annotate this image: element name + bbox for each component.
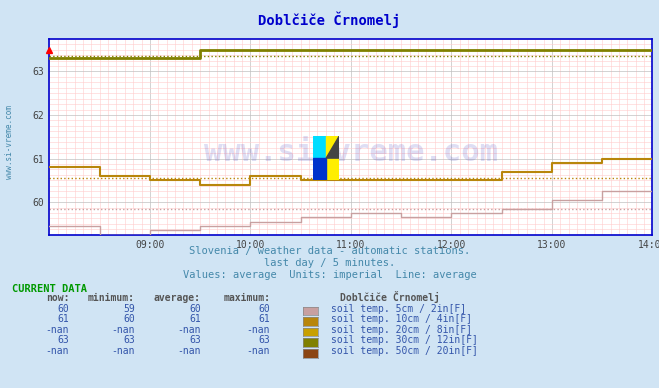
Text: soil temp. 10cm / 4in[F]: soil temp. 10cm / 4in[F] [331,314,472,324]
Text: last day / 5 minutes.: last day / 5 minutes. [264,258,395,268]
Text: 61: 61 [258,314,270,324]
Text: -nan: -nan [246,324,270,334]
Text: Doblčiče Črnomelj: Doblčiče Črnomelj [340,291,440,303]
Text: Values: average  Units: imperial  Line: average: Values: average Units: imperial Line: av… [183,270,476,280]
Text: -nan: -nan [111,324,135,334]
Text: now:: now: [45,293,69,303]
Text: -nan: -nan [177,346,201,356]
Text: 63: 63 [258,335,270,345]
Text: 63: 63 [57,335,69,345]
Text: minimum:: minimum: [88,293,135,303]
Text: 63: 63 [189,335,201,345]
Bar [313,136,326,180]
Text: www.si-vreme.com: www.si-vreme.com [5,105,14,178]
Text: soil temp. 50cm / 20in[F]: soil temp. 50cm / 20in[F] [331,346,478,356]
Text: 60: 60 [189,303,201,314]
Text: -nan: -nan [111,346,135,356]
Text: 63: 63 [123,335,135,345]
Bar [326,136,339,180]
Bar [313,158,326,180]
Text: soil temp. 20cm / 8in[F]: soil temp. 20cm / 8in[F] [331,324,472,334]
Text: 61: 61 [189,314,201,324]
Text: 60: 60 [258,303,270,314]
Text: Slovenia / weather data - automatic stations.: Slovenia / weather data - automatic stat… [189,246,470,256]
Text: CURRENT DATA: CURRENT DATA [12,284,87,294]
Text: Doblčiče Črnomelj: Doblčiče Črnomelj [258,12,401,28]
Text: -nan: -nan [246,346,270,356]
Text: 59: 59 [123,303,135,314]
Text: www.si-vreme.com: www.si-vreme.com [204,138,498,167]
Text: soil temp. 30cm / 12in[F]: soil temp. 30cm / 12in[F] [331,335,478,345]
Text: soil temp. 5cm / 2in[F]: soil temp. 5cm / 2in[F] [331,303,466,314]
Text: 60: 60 [57,303,69,314]
Text: -nan: -nan [45,324,69,334]
Text: 60: 60 [123,314,135,324]
Text: -nan: -nan [45,346,69,356]
Text: average:: average: [154,293,201,303]
Text: -nan: -nan [177,324,201,334]
Text: 61: 61 [57,314,69,324]
Polygon shape [326,136,339,158]
Text: maximum:: maximum: [223,293,270,303]
